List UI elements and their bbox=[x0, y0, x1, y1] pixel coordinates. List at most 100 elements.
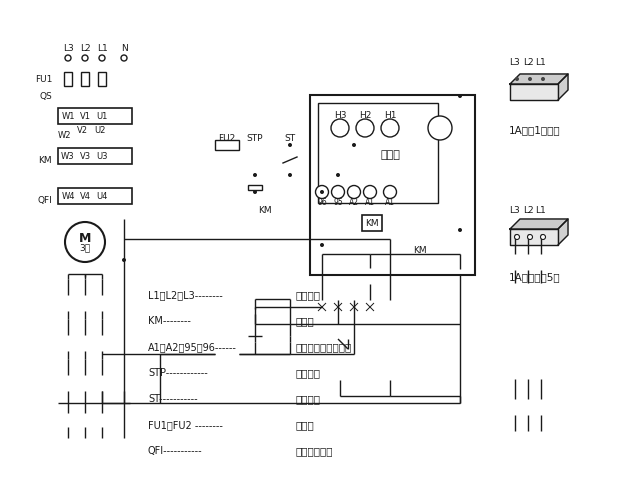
Circle shape bbox=[541, 77, 545, 81]
Text: A2: A2 bbox=[349, 198, 359, 207]
Text: FU2: FU2 bbox=[218, 134, 236, 143]
Circle shape bbox=[527, 235, 532, 240]
Text: 1A以下穿心5次: 1A以下穿心5次 bbox=[509, 272, 561, 282]
Text: L1: L1 bbox=[536, 206, 547, 215]
Circle shape bbox=[541, 235, 545, 240]
Text: 1A以上1次穿心: 1A以上1次穿心 bbox=[509, 125, 561, 135]
Text: A1: A1 bbox=[365, 198, 375, 207]
Text: 停止按钮: 停止按钮 bbox=[296, 368, 321, 378]
Circle shape bbox=[336, 173, 340, 177]
Text: W3: W3 bbox=[61, 152, 75, 161]
Text: L2: L2 bbox=[523, 57, 533, 66]
Circle shape bbox=[253, 190, 257, 194]
Bar bbox=[362, 215, 382, 231]
Text: STP------------: STP------------ bbox=[148, 368, 208, 378]
Text: 保护器: 保护器 bbox=[380, 150, 400, 160]
Polygon shape bbox=[510, 84, 558, 100]
Text: QFI-----------: QFI----------- bbox=[148, 446, 203, 456]
Circle shape bbox=[65, 55, 71, 61]
Text: L1: L1 bbox=[97, 43, 108, 52]
Text: L2: L2 bbox=[523, 206, 533, 215]
Circle shape bbox=[352, 143, 356, 147]
Circle shape bbox=[122, 258, 126, 262]
Bar bbox=[318, 103, 438, 203]
Text: KM: KM bbox=[413, 246, 427, 254]
Text: ST-----------: ST----------- bbox=[148, 394, 198, 404]
Polygon shape bbox=[510, 74, 568, 84]
Text: L3: L3 bbox=[509, 206, 520, 215]
Text: FU1: FU1 bbox=[35, 74, 52, 83]
Circle shape bbox=[428, 116, 452, 140]
Text: 三相电源: 三相电源 bbox=[296, 290, 321, 300]
Bar bbox=[58, 148, 132, 164]
Text: U2: U2 bbox=[94, 126, 106, 135]
Text: 电动机保护器: 电动机保护器 bbox=[296, 446, 333, 456]
Circle shape bbox=[253, 173, 257, 177]
Text: 保护器接线端子号码: 保护器接线端子号码 bbox=[296, 342, 352, 352]
Bar bbox=[98, 72, 106, 86]
Text: V2: V2 bbox=[77, 126, 88, 135]
Text: 熔断器: 熔断器 bbox=[296, 420, 315, 430]
Text: KM--------: KM-------- bbox=[148, 316, 191, 326]
Text: L1、L2、L3--------: L1、L2、L3-------- bbox=[148, 290, 223, 300]
Circle shape bbox=[288, 143, 292, 147]
Text: V3: V3 bbox=[79, 152, 91, 161]
Bar bbox=[81, 72, 89, 86]
Circle shape bbox=[458, 94, 462, 98]
Circle shape bbox=[121, 55, 127, 61]
Circle shape bbox=[82, 55, 88, 61]
Bar bbox=[64, 72, 72, 86]
Bar bbox=[58, 188, 132, 204]
Circle shape bbox=[515, 235, 520, 240]
Bar bbox=[248, 185, 262, 190]
Text: A1、A2、95、96------: A1、A2、95、96------ bbox=[148, 342, 237, 352]
Text: KM: KM bbox=[258, 206, 272, 215]
Circle shape bbox=[381, 119, 399, 137]
Text: L1: L1 bbox=[536, 57, 547, 66]
Bar bbox=[58, 108, 132, 124]
Text: FU1、FU2 --------: FU1、FU2 -------- bbox=[148, 420, 223, 430]
Circle shape bbox=[458, 228, 462, 232]
Text: L3: L3 bbox=[63, 43, 74, 52]
Circle shape bbox=[99, 55, 105, 61]
Text: U3: U3 bbox=[96, 152, 108, 161]
Text: W2: W2 bbox=[57, 131, 71, 140]
Polygon shape bbox=[510, 219, 568, 229]
Bar bbox=[310, 95, 475, 275]
Text: QS: QS bbox=[39, 91, 52, 100]
Text: L2: L2 bbox=[80, 43, 90, 52]
Text: H2: H2 bbox=[359, 110, 371, 119]
Circle shape bbox=[348, 186, 360, 199]
Polygon shape bbox=[510, 229, 558, 245]
Text: H3: H3 bbox=[333, 110, 346, 119]
Circle shape bbox=[515, 77, 519, 81]
Text: QFI: QFI bbox=[37, 196, 52, 205]
Text: L3: L3 bbox=[509, 57, 520, 66]
Circle shape bbox=[320, 190, 324, 194]
Circle shape bbox=[320, 243, 324, 247]
Bar bbox=[215, 140, 239, 150]
Text: M: M bbox=[79, 232, 91, 245]
Circle shape bbox=[332, 186, 344, 199]
Text: STP: STP bbox=[247, 134, 263, 143]
Circle shape bbox=[458, 173, 462, 177]
Circle shape bbox=[364, 186, 376, 199]
Text: U1: U1 bbox=[96, 111, 108, 120]
Text: A1: A1 bbox=[385, 198, 395, 207]
Text: KM: KM bbox=[365, 219, 379, 228]
Circle shape bbox=[331, 119, 349, 137]
Text: H1: H1 bbox=[384, 110, 396, 119]
Text: U4: U4 bbox=[96, 192, 108, 201]
Circle shape bbox=[356, 119, 374, 137]
Text: W4: W4 bbox=[61, 192, 75, 201]
Text: 3～: 3～ bbox=[79, 244, 91, 252]
Circle shape bbox=[316, 186, 328, 199]
Circle shape bbox=[383, 186, 397, 199]
Text: N: N bbox=[120, 43, 127, 52]
Text: 启动按钮: 启动按钮 bbox=[296, 394, 321, 404]
Text: 96: 96 bbox=[317, 198, 327, 207]
Circle shape bbox=[528, 77, 532, 81]
Text: V4: V4 bbox=[79, 192, 90, 201]
Text: ST: ST bbox=[284, 134, 296, 143]
Text: 接触器: 接触器 bbox=[296, 316, 315, 326]
